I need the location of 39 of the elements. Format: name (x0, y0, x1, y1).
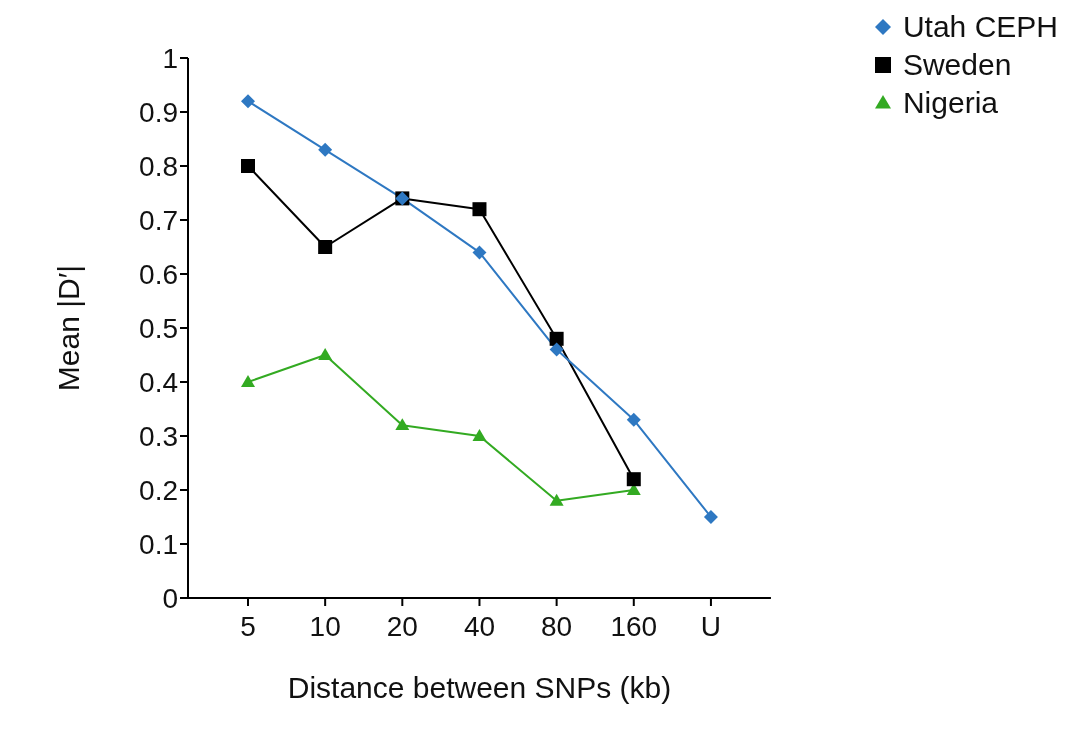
point (241, 159, 255, 173)
point (318, 240, 333, 254)
x-tick-label: 20 (386, 610, 418, 642)
point (472, 202, 487, 217)
point (472, 429, 487, 441)
point (549, 493, 564, 506)
point (549, 342, 564, 357)
y-tick-label: 0 (162, 582, 178, 614)
y-axis-title: Mean |D′| (51, 264, 85, 392)
x-tick-label: 5 (240, 610, 256, 642)
x-tick-label: 160 (610, 610, 658, 642)
y-tick-label: 0.4 (139, 366, 178, 398)
x-tick-label: 10 (309, 610, 341, 642)
point (703, 510, 718, 524)
y-tick-label: 0.3 (139, 420, 178, 452)
point (472, 245, 487, 260)
y-tick-label: 0.8 (139, 150, 178, 182)
y-tick-label: 0.9 (139, 96, 178, 128)
y-tick-label: 1 (162, 42, 178, 74)
point (318, 348, 333, 360)
x-tick-label: U (700, 610, 722, 642)
legend-label: Utah CEPH (902, 9, 1058, 45)
point (549, 331, 564, 346)
legend-label: Sweden (902, 47, 1012, 83)
y-tick-label: 0.1 (139, 528, 178, 560)
x-tick-label: 40 (463, 610, 496, 642)
point (626, 412, 641, 427)
point (318, 142, 333, 157)
x-axis-title: Distance between SNPs (kb) (287, 671, 672, 704)
point (626, 472, 641, 487)
y-tick-label: 0.6 (139, 258, 178, 290)
y-tick-label: 0.5 (139, 312, 178, 344)
y-tick-label: 0.7 (139, 204, 178, 236)
point (395, 418, 410, 431)
legend-label: Nigeria (902, 85, 998, 121)
y-tick-label: 0.2 (139, 474, 178, 506)
x-tick-label: 80 (541, 610, 573, 642)
point (241, 375, 255, 387)
point (241, 94, 255, 109)
